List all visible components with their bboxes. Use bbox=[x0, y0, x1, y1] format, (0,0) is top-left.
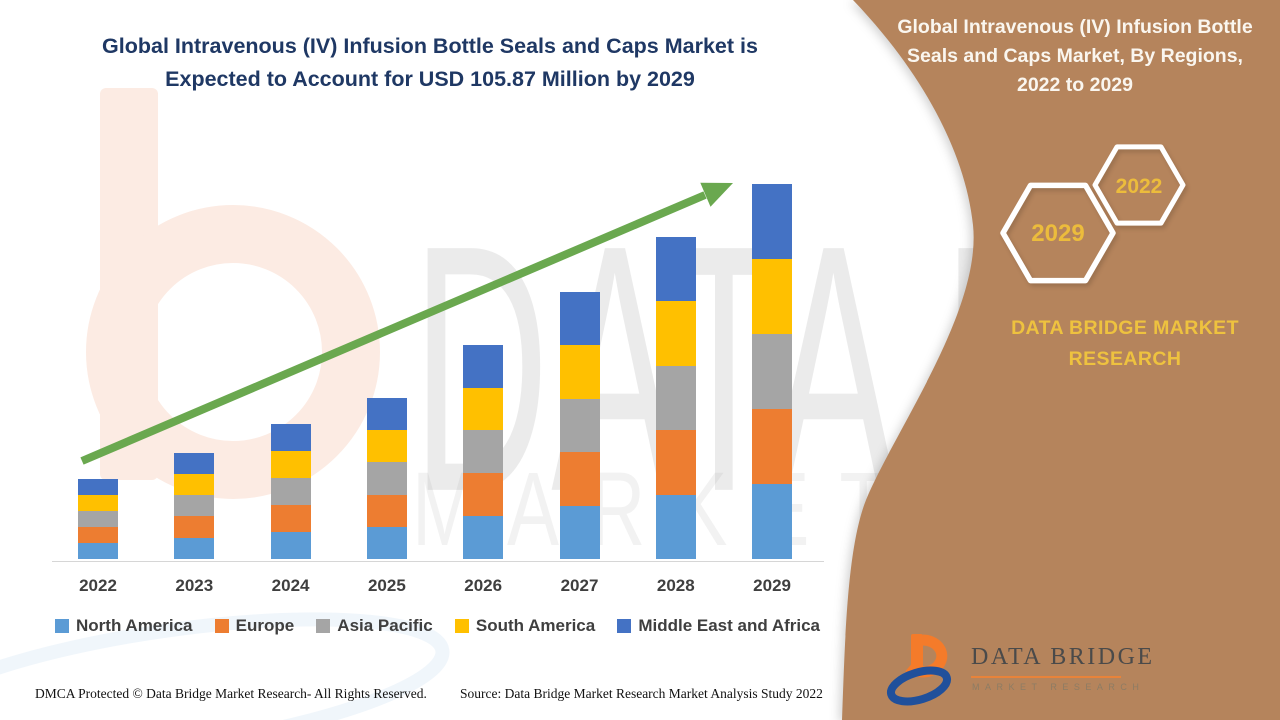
bar-segment-asia-pacific-2029 bbox=[752, 333, 793, 409]
hexagon-2029-label: 2029 bbox=[1031, 220, 1084, 247]
legend-swatch-icon bbox=[617, 619, 632, 633]
legend-item-north-america: North America bbox=[55, 616, 193, 636]
legend-label: Middle East and Africa bbox=[638, 616, 820, 635]
legend-label: South America bbox=[475, 616, 596, 635]
panel-brand-line2: RESEARCH bbox=[1068, 348, 1182, 370]
logo-tagline: MARKET RESEARCH bbox=[972, 682, 1145, 692]
bar-segment-south-america-2029 bbox=[752, 258, 793, 334]
x-axis-line bbox=[52, 561, 824, 562]
dmca-notice: DMCA Protected © Data Bridge Market Rese… bbox=[35, 686, 427, 701]
x-axis-label-2027: 2027 bbox=[560, 576, 599, 595]
x-axis-label-2022: 2022 bbox=[79, 576, 117, 595]
bar-segment-north-america-2023 bbox=[174, 537, 215, 559]
bar-segment-south-america-2022 bbox=[78, 495, 118, 512]
legend-label: North America bbox=[76, 616, 193, 635]
x-axis-label-2028: 2028 bbox=[656, 576, 695, 595]
legend-label: Asia Pacific bbox=[337, 616, 433, 635]
legend-item-south-america: South America bbox=[454, 616, 596, 636]
bar-segment-asia-pacific-2022 bbox=[78, 511, 118, 528]
legend-item-europe: Europe bbox=[214, 616, 295, 636]
source-note: Source: Data Bridge Market Research Mark… bbox=[460, 686, 823, 701]
bar-segment-asia-pacific-2023 bbox=[174, 495, 215, 517]
legend-swatch-icon bbox=[316, 619, 331, 633]
bar-segment-north-america-2022 bbox=[78, 543, 118, 559]
legend-swatch-icon bbox=[214, 619, 229, 633]
hexagon-2022-label: 2022 bbox=[1116, 175, 1163, 198]
x-axis-label-2024: 2024 bbox=[271, 576, 310, 595]
chart-title-line1: Global Intravenous (IV) Infusion Bottle … bbox=[102, 34, 758, 58]
panel-brand-line1: DATA BRIDGE MARKET bbox=[1011, 317, 1239, 339]
chart-title-line2: Expected to Account for USD 105.87 Milli… bbox=[165, 67, 695, 91]
x-axis-label-2029: 2029 bbox=[753, 576, 792, 595]
legend-item-middle-east-and-africa: Middle East and Africa bbox=[617, 616, 820, 636]
legend-swatch-icon bbox=[454, 619, 469, 633]
legend-swatch-icon bbox=[55, 619, 69, 633]
x-axis-label-2025: 2025 bbox=[367, 576, 406, 595]
bar-segment-north-america-2026 bbox=[463, 516, 504, 559]
databridge-b-icon bbox=[886, 634, 952, 706]
bar-segment-europe-2023 bbox=[174, 516, 215, 538]
bar-segment-north-america-2027 bbox=[559, 505, 600, 559]
bar-segment-europe-2025 bbox=[366, 494, 407, 527]
panel-title: Global Intravenous (IV) Infusion Bottle … bbox=[897, 16, 1253, 96]
legend-label: Europe bbox=[235, 616, 295, 635]
databridge-logo: DATA BRIDGE MARKET RESEARCH bbox=[885, 632, 1152, 712]
bar-segment-europe-2024 bbox=[270, 505, 311, 533]
bar-segment-north-america-2028 bbox=[655, 494, 696, 559]
bar-segment-europe-2026 bbox=[463, 473, 504, 517]
logo-divider bbox=[971, 676, 1121, 678]
x-axis-label-2026: 2026 bbox=[464, 576, 503, 595]
hexagon-2029-badge: 2029 bbox=[1000, 182, 1116, 284]
legend-item-asia-pacific: Asia Pacific bbox=[316, 616, 433, 636]
year-hexagon-badges: 2022 2029 bbox=[1000, 144, 1186, 284]
bar-segment-middle-east-and-africa-2029 bbox=[752, 183, 793, 259]
bar-segment-europe-2022 bbox=[78, 527, 118, 544]
bar-segment-north-america-2025 bbox=[366, 526, 407, 559]
panel-brand-text: DATA BRIDGE MARKET RESEARCH bbox=[965, 313, 1280, 375]
hexagon-2022-badge: 2022 bbox=[1092, 144, 1186, 226]
logo-wordmark: DATA BRIDGE bbox=[971, 644, 1155, 670]
chart-title: Global Intravenous (IV) Infusion Bottle … bbox=[35, 30, 825, 96]
chart-legend: North America Europe Asia Pacific South Ame… bbox=[55, 616, 820, 636]
bar-segment-europe-2029 bbox=[752, 408, 793, 484]
bar-segment-north-america-2024 bbox=[270, 532, 311, 559]
x-axis-label-2023: 2023 bbox=[175, 576, 214, 595]
bar-segment-north-america-2029 bbox=[752, 483, 793, 559]
